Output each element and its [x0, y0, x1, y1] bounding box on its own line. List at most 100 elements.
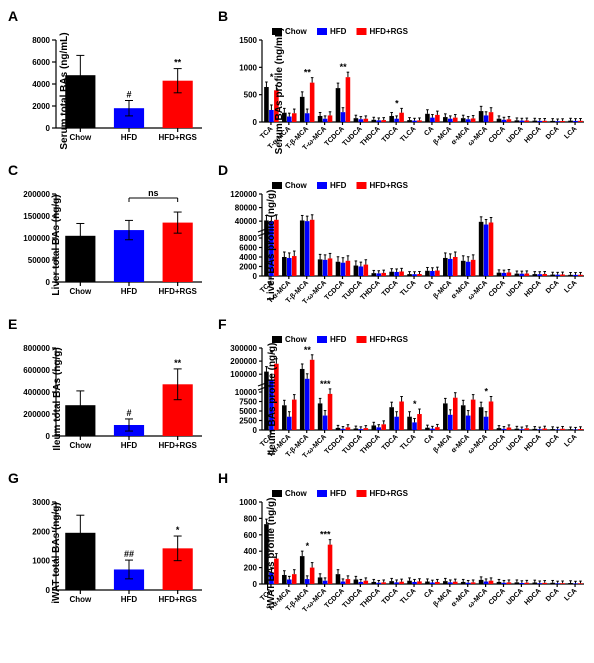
- svg-text:#: #: [126, 408, 131, 418]
- ylabel-g: iWAT total BAs (ng/g): [51, 502, 62, 603]
- chart-h: iWAT BAs profile (ng/g) ChowHFDHFD+RGS02…: [218, 488, 588, 618]
- ylabel-f: Ileum BAs profile (ng/g): [267, 343, 278, 456]
- svg-text:1000: 1000: [239, 498, 257, 507]
- svg-text:HFD: HFD: [330, 27, 347, 36]
- svg-text:100000: 100000: [23, 234, 50, 243]
- svg-text:UDCA: UDCA: [506, 125, 525, 144]
- svg-text:CA: CA: [423, 279, 435, 291]
- svg-text:HFD+RGS: HFD+RGS: [370, 335, 409, 344]
- svg-text:THDCA: THDCA: [359, 125, 381, 147]
- svg-text:TLCA: TLCA: [399, 587, 417, 605]
- panel-label-a: A: [8, 8, 208, 24]
- svg-text:200: 200: [244, 564, 258, 573]
- svg-text:10000: 10000: [235, 388, 258, 397]
- chart-c: Liver total BAs (ng/g) 05000010000015000…: [8, 180, 208, 310]
- svg-text:**: **: [304, 68, 312, 78]
- svg-text:β-MCA: β-MCA: [432, 125, 453, 146]
- svg-text:***: ***: [320, 530, 331, 540]
- svg-text:β-MCA: β-MCA: [432, 279, 453, 300]
- svg-text:THDCA: THDCA: [359, 587, 381, 609]
- svg-text:DCA: DCA: [545, 587, 561, 603]
- svg-text:0: 0: [253, 272, 258, 281]
- svg-text:ω-MCA: ω-MCA: [467, 125, 489, 147]
- svg-text:Chow: Chow: [69, 133, 92, 142]
- svg-text:80000: 80000: [235, 204, 258, 213]
- ylabel-b: Serum BAs profile (ng/mL): [274, 28, 285, 155]
- chart-b: Serum BAs profile (ng/mL) ChowHFDHFD+RGS…: [218, 26, 588, 156]
- panel-label-f: F: [218, 316, 588, 332]
- svg-text:Chow: Chow: [69, 595, 92, 604]
- svg-text:**: **: [174, 358, 182, 368]
- svg-text:HFD: HFD: [121, 441, 138, 450]
- chart-f: Ileum BAs profile (ng/g) ChowHFDHFD+RGS0…: [218, 334, 588, 464]
- svg-text:1500: 1500: [239, 36, 257, 45]
- ylabel-h: iWAT BAs profile (ng/g): [266, 498, 277, 609]
- svg-text:UDCA: UDCA: [506, 587, 525, 606]
- chart-d: Liver BAs profile (ng/g) ChowHFDHFD+RGS0…: [218, 180, 588, 310]
- svg-text:TCA: TCA: [259, 125, 274, 140]
- svg-text:ω-MCA: ω-MCA: [467, 279, 489, 301]
- svg-text:Chow: Chow: [285, 335, 308, 344]
- svg-text:β-MCA: β-MCA: [432, 587, 453, 608]
- svg-text:HFD+RGS: HFD+RGS: [158, 287, 197, 296]
- svg-text:CA: CA: [423, 587, 435, 599]
- svg-text:0: 0: [46, 586, 51, 595]
- svg-text:DCA: DCA: [545, 433, 561, 449]
- svg-text:3000: 3000: [32, 498, 50, 507]
- svg-text:HFD+RGS: HFD+RGS: [158, 441, 197, 450]
- svg-text:150000: 150000: [23, 212, 50, 221]
- svg-text:HFD+RGS: HFD+RGS: [370, 27, 409, 36]
- svg-text:8000: 8000: [239, 234, 257, 243]
- svg-text:HFD: HFD: [330, 181, 347, 190]
- ylabel-d: Liver BAs profile (ng/g): [266, 190, 277, 301]
- svg-text:*: *: [176, 525, 180, 535]
- svg-text:HDCA: HDCA: [523, 587, 542, 606]
- svg-text:*: *: [306, 541, 310, 551]
- svg-text:THDCA: THDCA: [359, 279, 381, 301]
- svg-text:Chow: Chow: [69, 441, 92, 450]
- panel-label-d: D: [218, 162, 588, 178]
- svg-text:UDCA: UDCA: [506, 433, 525, 452]
- ylabel-e: Ileum total BAs (ng/g): [52, 347, 63, 450]
- svg-text:TLCA: TLCA: [399, 125, 417, 143]
- svg-text:1000: 1000: [32, 557, 50, 566]
- svg-text:TDCA: TDCA: [381, 279, 400, 298]
- svg-text:0: 0: [253, 580, 258, 589]
- svg-text:#: #: [126, 90, 131, 100]
- svg-text:40000: 40000: [235, 217, 258, 226]
- svg-text:**: **: [340, 62, 348, 72]
- svg-text:2000: 2000: [239, 263, 257, 272]
- svg-text:0: 0: [46, 124, 51, 133]
- svg-text:300000: 300000: [230, 344, 257, 353]
- svg-text:200000: 200000: [23, 410, 50, 419]
- svg-text:TDCA: TDCA: [381, 433, 400, 452]
- svg-text:100000: 100000: [230, 370, 257, 379]
- svg-text:HFD+RGS: HFD+RGS: [370, 489, 409, 498]
- svg-text:400: 400: [244, 547, 258, 556]
- svg-text:HFD: HFD: [330, 489, 347, 498]
- svg-text:LCA: LCA: [563, 433, 578, 448]
- svg-text:HFD: HFD: [330, 335, 347, 344]
- svg-text:**: **: [304, 345, 312, 355]
- panel-label-e: E: [8, 316, 208, 332]
- svg-text:DCA: DCA: [545, 279, 561, 295]
- svg-text:800000: 800000: [23, 344, 50, 353]
- svg-text:CDCA: CDCA: [488, 125, 507, 144]
- panel-label-h: H: [218, 470, 588, 486]
- svg-text:6000: 6000: [32, 58, 50, 67]
- svg-text:*: *: [485, 387, 489, 397]
- svg-text:THDCA: THDCA: [359, 433, 381, 455]
- panel-label-b: B: [218, 8, 588, 24]
- svg-text:0: 0: [253, 118, 258, 127]
- svg-text:TLCA: TLCA: [399, 279, 417, 297]
- chart-a: Serum total BAs (ng/mL) 0200040006000800…: [8, 26, 208, 156]
- ylabel-a: Serum total BAs (ng/mL): [59, 32, 70, 149]
- figure-container: A Serum total BAs (ng/mL) 02000400060008…: [0, 0, 594, 632]
- svg-text:HDCA: HDCA: [523, 279, 542, 298]
- svg-text:HFD: HFD: [121, 595, 138, 604]
- svg-text:400000: 400000: [23, 388, 50, 397]
- svg-text:2000: 2000: [32, 102, 50, 111]
- svg-text:0: 0: [46, 432, 51, 441]
- ylabel-c: Liver total BAs (ng/g): [51, 194, 62, 295]
- svg-text:8000: 8000: [32, 36, 50, 45]
